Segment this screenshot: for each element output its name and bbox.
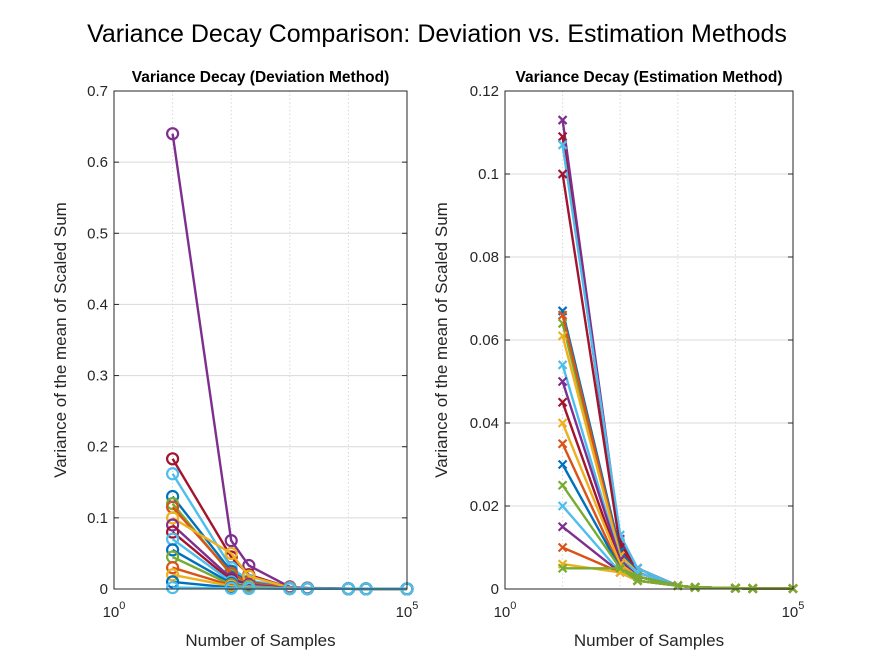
- x-tick-label: 100: [103, 600, 126, 621]
- data-point-marker: [224, 534, 238, 548]
- x-tick-base: 10: [396, 604, 413, 621]
- data-point-marker: [166, 518, 180, 532]
- x-tick-exponent: 5: [798, 600, 804, 612]
- data-point-marker: [557, 480, 568, 491]
- y-tick-label: 0.08: [470, 249, 499, 266]
- data-point-marker: [557, 360, 568, 370]
- data-point-marker: [673, 580, 683, 591]
- y-tick-label: 0.2: [87, 439, 108, 456]
- x-axis-label: Number of Samples: [185, 631, 335, 650]
- data-point-marker: [224, 581, 238, 595]
- data-point-marker: [557, 310, 568, 320]
- axes-title: Variance Decay (Estimation Method): [515, 69, 782, 86]
- data-point-marker: [166, 511, 180, 525]
- data-point-marker: [166, 525, 180, 539]
- data-point-marker: [557, 331, 568, 341]
- data-point-marker: [690, 582, 700, 593]
- data-point-marker: [557, 542, 568, 553]
- y-tick-label: 0.3: [87, 368, 108, 385]
- data-point-marker: [615, 563, 625, 574]
- data-point-marker: [166, 561, 180, 575]
- y-tick-label: 0.06: [470, 332, 499, 349]
- data-point-marker: [557, 501, 568, 511]
- data-point-marker: [557, 140, 568, 150]
- x-tick-label: 105: [396, 600, 419, 621]
- data-point-marker: [557, 418, 568, 428]
- x-tick-exponent: 0: [510, 600, 516, 612]
- x-axis-label: Number of Samples: [574, 631, 724, 650]
- data-point-marker: [224, 546, 238, 561]
- y-tick-label: 0.5: [87, 225, 108, 242]
- y-tick-label: 0: [491, 581, 499, 598]
- y-tick-label: 0.02: [470, 498, 499, 515]
- data-point-marker: [557, 521, 568, 532]
- x-tick-base: 10: [494, 604, 511, 621]
- data-point-marker: [632, 575, 643, 586]
- data-point-marker: [242, 581, 256, 596]
- data-point-marker: [166, 580, 180, 595]
- data-point-marker: [557, 563, 568, 574]
- data-point-marker: [557, 131, 568, 142]
- data-point-marker: [557, 459, 568, 470]
- data-point-marker: [166, 543, 180, 557]
- x-tick-base: 10: [103, 604, 120, 621]
- y-tick-label: 0.12: [470, 83, 499, 100]
- data-point-marker: [730, 583, 741, 593]
- data-point-marker: [166, 467, 180, 481]
- x-tick-base: 10: [782, 604, 799, 621]
- x-tick-label: 105: [782, 600, 805, 621]
- data-point-marker: [166, 452, 180, 466]
- data-point-marker: [166, 568, 180, 582]
- y-tick-label: 0.6: [87, 154, 108, 171]
- figure-suptitle: Variance Decay Comparison: Deviation vs.…: [87, 20, 787, 48]
- y-tick-label: 0.7: [87, 83, 108, 100]
- data-point-marker: [557, 169, 568, 179]
- data-point-marker: [557, 115, 568, 125]
- data-point-marker: [166, 127, 180, 141]
- y-tick-label: 0.1: [87, 510, 108, 527]
- axes-box: [504, 90, 794, 590]
- axes-title: Variance Decay (Deviation Method): [132, 69, 390, 86]
- data-point-marker: [166, 575, 180, 589]
- y-tick-label: 0: [100, 581, 108, 598]
- x-tick-label: 100: [494, 600, 517, 621]
- axes-box: [113, 90, 408, 590]
- x-tick-exponent: 0: [119, 600, 125, 612]
- y-tick-label: 0.1: [478, 166, 499, 183]
- y-tick-label: 0.4: [87, 296, 108, 313]
- data-point-marker: [557, 397, 568, 408]
- data-point-marker: [557, 438, 568, 449]
- y-tick-label: 0.04: [470, 415, 499, 432]
- x-tick-exponent: 5: [412, 600, 418, 612]
- y-axis-label: Variance of the mean of Scaled Sum: [51, 202, 70, 478]
- data-point-marker: [557, 376, 568, 387]
- y-axis-label: Variance of the mean of Scaled Sum: [432, 202, 451, 478]
